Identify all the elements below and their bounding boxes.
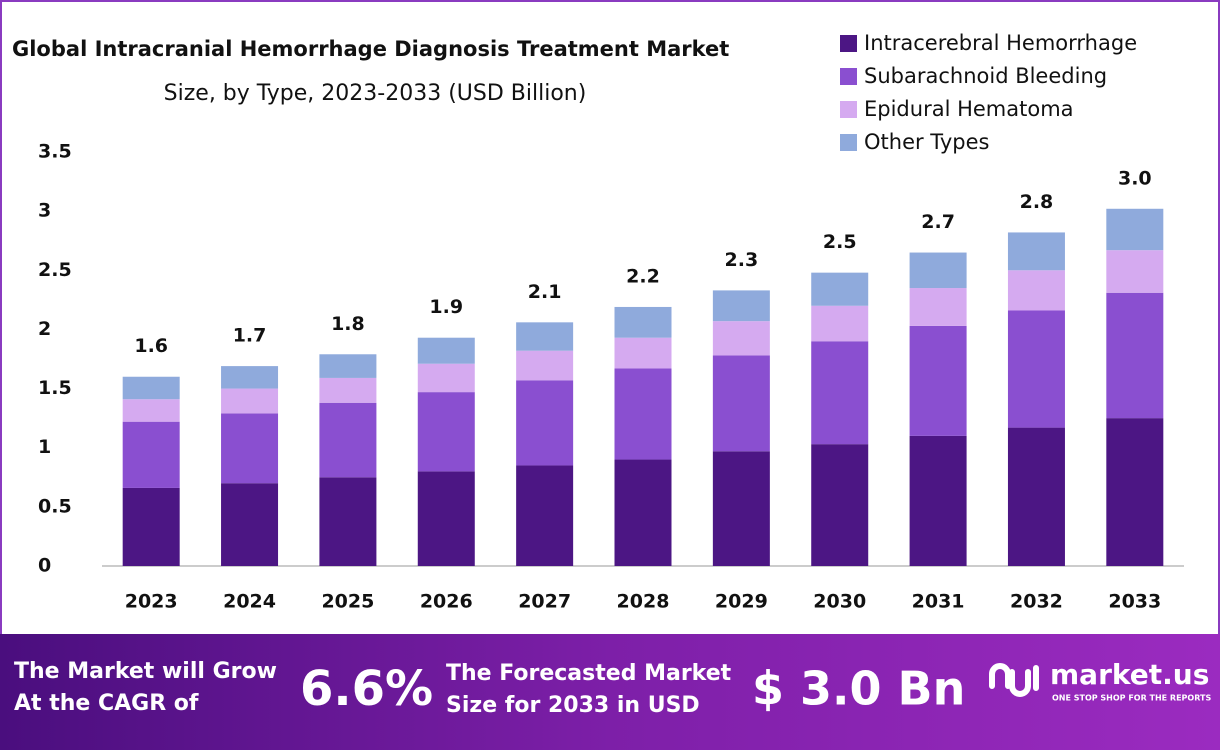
y-tick-label: 1.5 [38,377,72,399]
x-tick-label: 2023 [125,591,178,613]
y-tick-label: 3.5 [38,141,72,163]
bar-segment [319,402,377,478]
bar-segment [712,290,770,322]
chart-title: Global Intracranial Hemorrhage Diagnosis… [12,37,729,61]
bar-segment [1106,250,1164,293]
x-tick-label: 2027 [518,591,571,613]
bar-segment [614,306,672,338]
chart-subtitle: Size, by Type, 2023-2033 (USD Billion) [164,81,587,106]
total-label: 2.3 [725,249,759,271]
forecast-text: The Forecasted Market [446,661,732,686]
x-tick-label: 2026 [420,591,473,613]
y-tick-label: 0.5 [38,495,72,517]
bar-segment [712,451,770,566]
y-tick-label: 0 [38,555,51,577]
bar-segment [122,399,180,422]
x-tick-label: 2029 [715,591,768,613]
total-label: 1.9 [429,296,463,318]
bar-segment [909,325,967,436]
y-tick-label: 2 [38,318,51,340]
bar-segment [1007,232,1065,271]
bar-segment [319,377,377,403]
cagr-text: The Market will Grow [14,659,277,684]
bar-segment [122,421,180,488]
bar-segment [221,483,279,566]
bar-segment [811,272,869,306]
total-label: 3.0 [1118,167,1152,189]
bar-segment [614,459,672,566]
total-label: 2.2 [626,265,660,287]
bar-segment [1106,418,1164,566]
x-tick-label: 2030 [813,591,866,613]
bar-segment [909,252,967,289]
bar-segment [516,380,574,466]
y-tick-label: 1 [38,436,51,458]
total-label: 1.8 [331,313,365,335]
total-label: 1.6 [134,335,168,357]
bar-segment [122,376,180,400]
bar-segment [1007,270,1065,311]
total-label: 2.8 [1020,191,1054,213]
legend-label: Intracerebral Hemorrhage [864,31,1137,55]
bar-segment [811,341,869,445]
bar-segment [614,337,672,369]
bar-segment [417,337,475,364]
brand: market.us [1050,658,1209,691]
cagr-value: 6.6% [300,661,433,717]
bar-segment [417,363,475,393]
bar-segment [221,413,279,484]
bar-segment [712,321,770,356]
bar-segment [319,354,377,378]
bar-segment [1007,427,1065,566]
total-label: 2.7 [921,211,955,233]
bar-segment [221,388,279,414]
bar-segment [712,355,770,452]
forecast-value: $ 3.0 Bn [752,662,965,716]
x-tick-label: 2033 [1108,591,1161,613]
bar-segment [122,487,180,566]
legend-label: Subarachnoid Bleeding [864,64,1107,88]
x-tick-label: 2024 [223,591,276,613]
forecast-text: Size for 2033 in USD [446,693,700,718]
x-tick-label: 2025 [321,591,374,613]
legend-swatch [840,35,857,52]
bar-segment [1007,310,1065,428]
legend-swatch [840,134,857,151]
x-tick-label: 2032 [1010,591,1063,613]
bar-segment [516,322,574,351]
bar-segment [811,444,869,566]
brand-logo [989,663,1039,697]
cagr-text: At the CAGR of [14,691,199,716]
bar-segment [909,435,967,566]
bar-segment [417,471,475,566]
total-label: 1.7 [233,325,267,347]
legend-swatch [840,68,857,85]
y-tick-label: 2.5 [38,259,72,281]
bar-segment [516,465,574,566]
y-tick-label: 3 [38,200,51,222]
bar-segment [1106,208,1164,251]
bar-segment [417,392,475,472]
bar-segment [516,350,574,381]
bar-segment [319,477,377,566]
legend-swatch [840,101,857,118]
legend-label: Epidural Hematoma [864,97,1074,121]
bar-segment [909,288,967,326]
x-tick-label: 2028 [617,591,670,613]
bar-segment [614,368,672,460]
bar-segment [811,305,869,342]
legend-label: Other Types [864,130,989,154]
x-tick-label: 2031 [912,591,965,613]
tagline: ONE STOP SHOP FOR THE REPORTS [1052,694,1211,703]
total-label: 2.5 [823,231,857,253]
bar-segment [221,366,279,389]
bar-segment [1106,292,1164,419]
total-label: 2.1 [528,281,562,303]
